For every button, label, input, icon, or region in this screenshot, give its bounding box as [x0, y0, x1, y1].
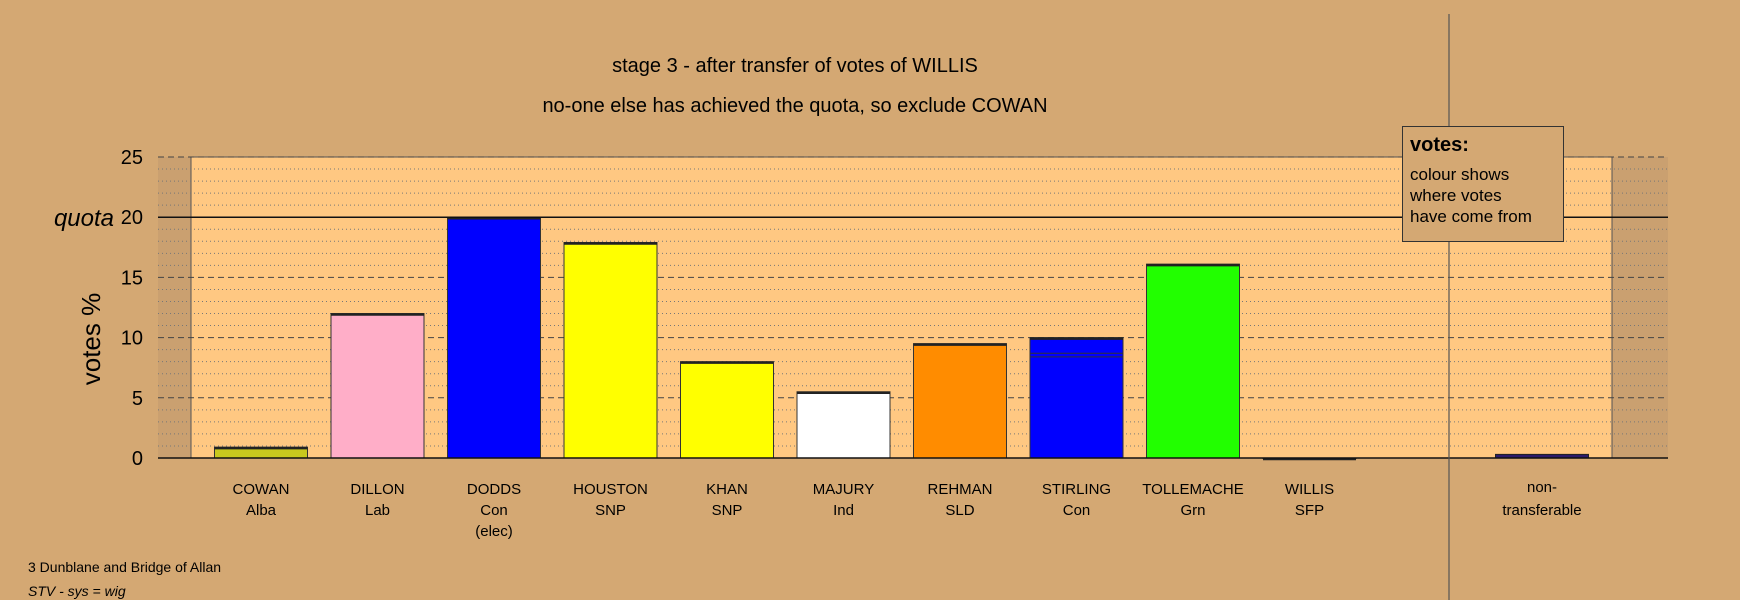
bar-tollemache — [1146, 263, 1240, 459]
candidate-party: SNP — [712, 502, 743, 519]
bar-stirling — [1029, 337, 1124, 459]
y-tick-label: 0 — [132, 448, 143, 470]
candidate-party: Lab — [365, 502, 390, 519]
candidate-name: WILLIS — [1285, 481, 1334, 498]
candidate-party: SNP — [595, 502, 626, 519]
candidate-name: STIRLING — [1042, 481, 1111, 498]
candidate-name: TOLLEMACHE — [1142, 481, 1243, 498]
bar-dodds — [447, 216, 541, 459]
candidate-name: REHMAN — [927, 481, 992, 498]
ward-name: 3 Dunblane and Bridge of Allan — [28, 559, 222, 575]
candidate-party: Alba — [246, 502, 277, 519]
plot-panel — [190, 156, 1613, 459]
candidate-party: SLD — [945, 502, 974, 519]
bar-dillon — [330, 313, 425, 459]
candidate-party: Con — [1063, 502, 1091, 519]
y-axis-label: votes % — [76, 293, 106, 386]
legend-line-2: where votes — [1410, 186, 1502, 205]
nontransferable-label-2: transferable — [1502, 502, 1581, 519]
legend-line-3: have come from — [1410, 207, 1532, 226]
candidate-name: KHAN — [706, 481, 748, 498]
y-tick-label: 5 — [132, 388, 143, 410]
bar-houston — [563, 241, 658, 459]
quota-label: quota — [54, 205, 114, 232]
y-tick-label: 15 — [121, 267, 143, 289]
bar-majury — [796, 391, 891, 459]
y-tick-label: 10 — [121, 328, 143, 350]
y-tick-label: 25 — [121, 147, 143, 169]
nontransferable-label-1: non- — [1527, 479, 1557, 496]
bar-khan — [680, 361, 774, 459]
candidate-note: (elec) — [475, 523, 513, 540]
candidate-party: Ind — [833, 502, 854, 519]
chart-subtitle: no-one else has achieved the quota, so e… — [542, 95, 1047, 117]
plot-margin-left — [158, 157, 191, 458]
candidate-name: MAJURY — [813, 481, 874, 498]
candidate-party: Con — [480, 502, 508, 519]
legend: votes: colour shows where votes have com… — [1402, 126, 1564, 242]
y-tick-label: 20 — [121, 207, 143, 229]
plot-area: 0 5 10 15 20 25 COWAN Alba DILLON Lab DODDS Con (ele… — [121, 14, 1668, 600]
chart-title: stage 3 - after transfer of votes of WIL… — [612, 55, 978, 77]
legend-line-1: colour shows — [1410, 165, 1510, 184]
candidate-name: DILLON — [350, 481, 404, 498]
candidate-name: HOUSTON — [573, 481, 648, 498]
legend-title: votes: — [1410, 134, 1469, 156]
candidate-name: COWAN — [233, 481, 290, 498]
system-note: STV - sys = wig — [28, 583, 126, 599]
candidate-party: SFP — [1295, 502, 1324, 519]
candidate-party: Grn — [1180, 502, 1205, 519]
bar-rehman — [913, 343, 1007, 459]
candidate-name: DODDS — [467, 481, 521, 498]
plot-margin-right — [1612, 157, 1668, 458]
